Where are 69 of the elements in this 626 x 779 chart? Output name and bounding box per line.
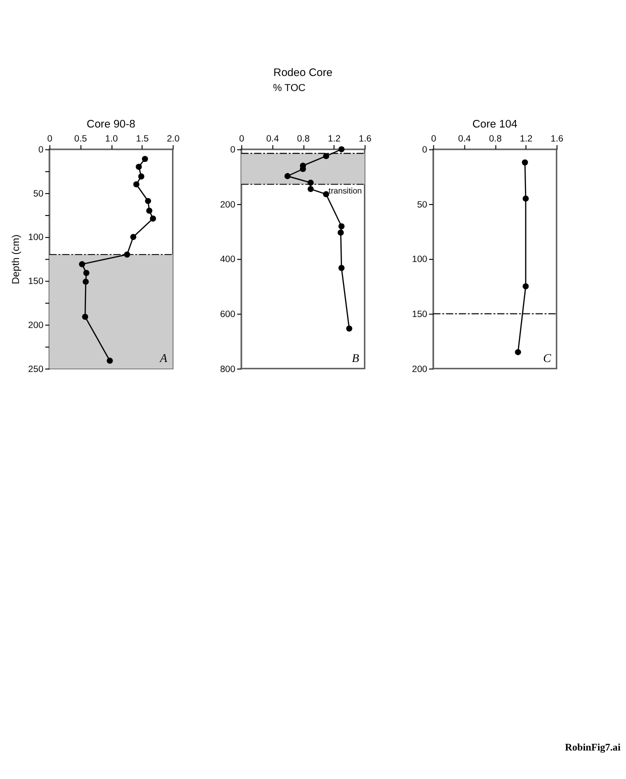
point [124,251,130,258]
y-tick-label: 150 [28,276,44,286]
point [82,278,89,285]
point [346,325,352,332]
point [522,283,529,290]
chart-title: Rodeo Core [273,67,332,80]
point [522,159,528,166]
point [308,180,314,186]
point [138,173,144,180]
x-tick-label: 0.4 [266,133,279,144]
point [130,234,136,240]
point [323,153,330,160]
x-tick-label: 1.2 [520,133,533,144]
point [338,264,345,272]
y-tick-label: 400 [220,254,236,264]
annotation: C [543,351,552,366]
y-tick-label: 800 [220,364,236,374]
point [323,191,330,198]
point [146,208,152,214]
point [78,261,86,268]
point [106,358,113,364]
y-tick-label: 200 [28,320,44,330]
y-tick-label: 100 [412,254,428,264]
point [338,230,344,236]
point [82,314,88,320]
y-axis-title: Depth (cm) [11,234,22,284]
chart-title: Core 104 [472,118,518,130]
x-tick-label: 0 [47,133,52,144]
point [514,349,522,356]
band-label: transition [328,186,362,196]
text: RobinFig7.ai [564,742,621,754]
point [308,186,314,192]
point [136,164,142,170]
point [338,223,345,230]
y-tick-label: 200 [412,364,428,374]
y-tick-label: 0 [422,144,428,154]
point [142,156,148,162]
x-tick-label: 0 [239,133,244,144]
x-tick-label: 0.4 [458,133,471,144]
y-tick-label: 100 [28,232,44,242]
y-tick-label: 250 [28,364,44,374]
point [338,146,345,152]
point [150,216,156,222]
x-tick-label: 1.6 [358,133,372,144]
y-tick-label: 0 [38,144,44,154]
annotation: B [352,351,360,366]
y-tick-label: 50 [417,199,428,210]
y-tick-label: 150 [412,308,428,319]
point [83,270,90,276]
x-tick-label: 1.0 [105,133,118,144]
point [522,196,529,202]
x-tick-label: 0.5 [74,133,87,144]
y-tick-label: 0 [230,144,236,154]
x-tick-label: 0.8 [488,133,502,144]
x-tick-label: 2.0 [166,133,180,144]
y-tick-label: 600 [220,308,236,319]
x-tick-label: 0 [431,133,436,144]
annotation: A [158,351,168,366]
point [144,198,152,204]
x-tick-label: 0.8 [297,133,310,144]
point [133,181,140,188]
chart-title: Core 90-8 [86,118,136,130]
y-tick-label: 200 [220,199,236,210]
y-tick-label: 50 [33,188,44,198]
x-tick-label: 1.6 [550,133,564,144]
x-tick-label: 1.2 [328,133,341,144]
x-axis-title: % TOC [272,82,306,94]
x-tick-label: 1.5 [136,133,149,144]
point [284,173,291,180]
